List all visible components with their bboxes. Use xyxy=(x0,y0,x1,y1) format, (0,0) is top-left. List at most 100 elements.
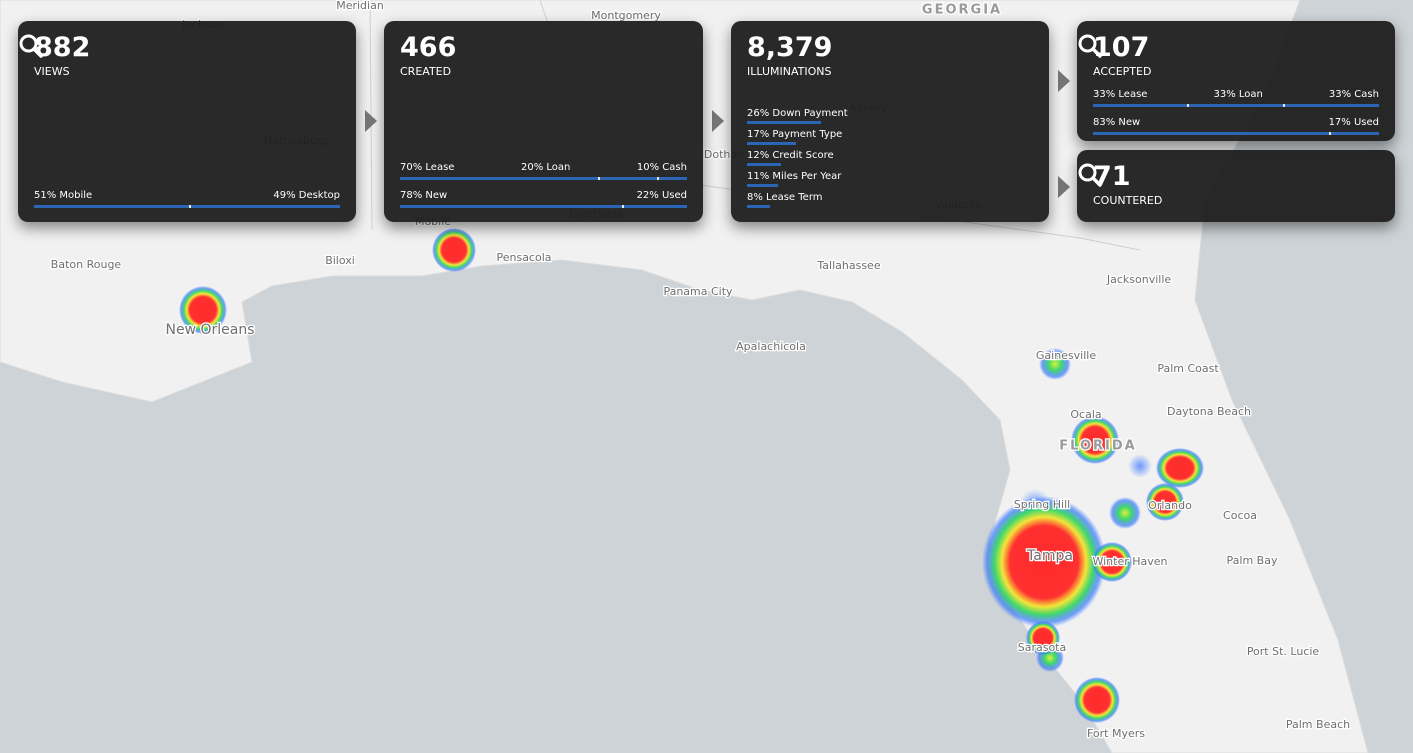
heat-spot xyxy=(1074,677,1120,723)
bar-segment xyxy=(1093,104,1187,107)
flow-arrow xyxy=(365,110,377,132)
bar-segment xyxy=(1187,104,1283,107)
breakdown-row: 78% New 22% Used xyxy=(400,189,687,208)
factor-label: 17% Payment Type xyxy=(747,129,843,140)
stat-card: 466 CREATED 70% Lease 20% Loan 10% Cash 78% N… xyxy=(384,21,703,222)
segment-label: 33% Cash xyxy=(1328,89,1379,100)
factor-bar xyxy=(747,142,796,145)
place-label: Palm Beach xyxy=(1286,718,1350,731)
segment-label: 10% Cash xyxy=(636,162,687,173)
bar-segment xyxy=(1328,132,1379,135)
factor-item: 12% Credit Score xyxy=(747,149,1033,166)
bar-segment xyxy=(1283,104,1379,107)
row-labels: 78% New 22% Used xyxy=(400,189,687,202)
stat-card: 71 COUNTERED xyxy=(1077,150,1395,222)
place-label: Meridian xyxy=(336,0,384,12)
breakdown-row: 51% Mobile 49% Desktop xyxy=(34,189,340,208)
place-label: Baton Rouge xyxy=(51,258,122,271)
split-bar xyxy=(400,177,687,180)
place-label: Sarasota xyxy=(1018,641,1067,654)
segment-label: 33% Loan xyxy=(1213,89,1263,100)
stat-value: 882 xyxy=(34,32,91,63)
stat-value: 107 xyxy=(1093,32,1150,63)
place-label: Spring Hill xyxy=(1014,498,1070,511)
flow-arrow xyxy=(712,110,724,132)
heat-spot xyxy=(1128,454,1152,478)
stat-value: 71 xyxy=(1093,161,1131,192)
flow-arrow xyxy=(1058,70,1070,92)
place-label: New Orleans xyxy=(165,322,254,338)
row-labels: 33% Lease 33% Loan 33% Cash xyxy=(1093,88,1379,101)
bar-segment xyxy=(34,205,190,208)
segment-label: 70% Lease xyxy=(400,162,455,173)
row-labels: 83% New 17% Used xyxy=(1093,116,1379,129)
place-label: Tampa xyxy=(1026,548,1073,564)
heat-spot xyxy=(1039,348,1071,380)
factor-item: 11% Miles Per Year xyxy=(747,170,1033,187)
place-label: Orlando xyxy=(1148,499,1192,512)
place-label: Tallahassee xyxy=(816,259,880,272)
breakdown: 51% Mobile 49% Desktop xyxy=(34,180,340,208)
factor-bar xyxy=(747,121,822,124)
breakdown: 26% Down Payment 17% Payment Type 12% Cred… xyxy=(747,103,1033,208)
place-label: Pensacola xyxy=(496,251,551,264)
place-label: Jacksonville xyxy=(1106,273,1172,286)
search-button[interactable] xyxy=(1077,33,1103,59)
stat-label: ILLUMINATIONS xyxy=(747,65,832,78)
place-label: Daytona Beach xyxy=(1167,405,1251,418)
heat-spot xyxy=(1156,448,1204,488)
stat-value: 8,379 xyxy=(747,32,833,63)
heat-spot xyxy=(1146,483,1184,521)
factor-label: 11% Miles Per Year xyxy=(747,171,842,182)
place-label: Biloxi xyxy=(325,254,355,267)
split-bar xyxy=(34,205,340,208)
row-labels: 51% Mobile 49% Desktop xyxy=(34,189,340,202)
place-label: FLORIDA xyxy=(1059,439,1136,454)
factor-bar xyxy=(747,184,779,187)
stat-label: VIEWS xyxy=(34,65,70,78)
stat-label: COUNTERED xyxy=(1093,194,1163,207)
segment-label: 51% Mobile xyxy=(34,190,93,201)
stat-card: 882 VIEWS 51% Mobile 49% Desktop xyxy=(18,21,356,222)
split-bar xyxy=(400,205,687,208)
bar-segment xyxy=(400,205,623,208)
factor-label: 8% Lease Term xyxy=(747,192,823,203)
factor-bar xyxy=(747,163,782,166)
stat-label: ACCEPTED xyxy=(1093,65,1152,78)
factor-bar xyxy=(747,205,770,208)
bar-segment xyxy=(598,177,657,180)
breakdown-row: 83% New 17% Used xyxy=(1093,116,1379,135)
factor-label: 12% Credit Score xyxy=(747,150,834,161)
stat-value: 466 xyxy=(400,32,457,63)
heat-spot xyxy=(179,286,227,334)
segment-label: 49% Desktop xyxy=(273,190,340,201)
stat-card: 8,379 ILLUMINATIONS 26% Down Payment 17% Pa… xyxy=(731,21,1049,222)
heat-spot xyxy=(432,228,476,272)
heat-spot xyxy=(1071,416,1119,464)
heat-spot xyxy=(1109,497,1141,529)
factor-item: 17% Payment Type xyxy=(747,128,1033,145)
place-label: Palm Bay xyxy=(1227,554,1278,567)
segment-label: 78% New xyxy=(400,190,448,201)
bar-segment xyxy=(1093,132,1329,135)
place-label: Apalachicola xyxy=(736,340,806,353)
bar-segment xyxy=(189,205,340,208)
bar-segment xyxy=(622,205,687,208)
breakdown: 70% Lease 20% Loan 10% Cash 78% New 22% Used xyxy=(400,152,687,208)
flow-arrow xyxy=(1058,176,1070,198)
place-label: Panama City xyxy=(663,285,733,298)
stat-card: 107 ACCEPTED 33% Lease 33% Loan 33% Cash 83% … xyxy=(1077,21,1395,141)
heatmap xyxy=(179,228,1204,723)
heat-spot xyxy=(982,496,1106,628)
breakdown-row: 33% Lease 33% Loan 33% Cash xyxy=(1093,88,1379,107)
place-label: Gainesville xyxy=(1036,349,1096,362)
bar-segment xyxy=(400,177,599,180)
place-label: Montgomery xyxy=(591,9,661,22)
heat-spot xyxy=(1026,621,1060,655)
search-button[interactable] xyxy=(1077,162,1103,188)
bar-segment xyxy=(656,177,687,180)
place-label: Port St. Lucie xyxy=(1247,645,1320,658)
segment-label: 22% Used xyxy=(636,190,687,201)
search-button[interactable] xyxy=(18,33,44,59)
